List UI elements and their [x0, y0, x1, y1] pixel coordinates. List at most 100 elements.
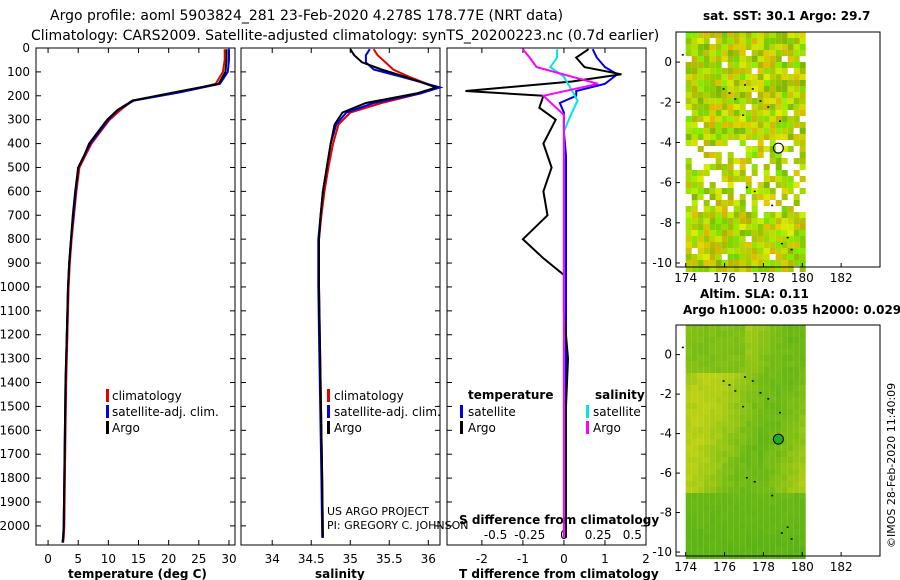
- map-cell: [793, 379, 800, 385]
- map-cell: [763, 128, 770, 134]
- map-cell: [751, 74, 758, 80]
- map-cell: [745, 242, 752, 248]
- map-cell: [757, 260, 764, 266]
- map-cell: [685, 212, 692, 218]
- map-cell: [721, 212, 728, 218]
- map-x-tick-label: 174: [674, 271, 697, 285]
- map-cell: [691, 68, 698, 74]
- map-cell: [775, 451, 782, 457]
- map-cell: [691, 409, 698, 415]
- map-cell: [799, 391, 806, 397]
- map-cell: [709, 403, 716, 409]
- map-cell: [757, 541, 764, 547]
- map-cell: [703, 421, 710, 427]
- map-cell: [709, 355, 716, 361]
- map-cell: [727, 481, 734, 487]
- map-cell: [691, 343, 698, 349]
- map-cell: [721, 397, 728, 403]
- map-cell: [751, 385, 758, 391]
- map-cell: [721, 349, 728, 355]
- map-cell: [775, 254, 782, 260]
- map-cell: [751, 200, 758, 206]
- map-cell: [793, 493, 800, 499]
- map-cell: [763, 523, 770, 529]
- sla-map-title: Altim. SLA: 0.11: [700, 287, 809, 301]
- sst-coastline: [681, 54, 793, 251]
- map-cell: [769, 385, 776, 391]
- map-cell: [739, 236, 746, 242]
- map-cell: [691, 445, 698, 451]
- map-cell: [751, 397, 758, 403]
- map-cell: [787, 547, 794, 553]
- map-cell: [727, 349, 734, 355]
- series-line-t-argo: [465, 48, 622, 538]
- map-cell: [775, 32, 782, 38]
- map-cell: [691, 367, 698, 373]
- map-cell: [709, 505, 716, 511]
- map-cell: [763, 499, 770, 505]
- map-cell: [775, 248, 782, 254]
- map-cell: [709, 260, 716, 266]
- map-cell: [769, 505, 776, 511]
- map-cell: [739, 487, 746, 493]
- map-cell: [793, 242, 800, 248]
- map-cell: [745, 158, 752, 164]
- map-cell: [709, 481, 716, 487]
- map-cell: [733, 367, 740, 373]
- map-cell: [757, 499, 764, 505]
- map-cell: [781, 547, 788, 553]
- map-cell: [793, 110, 800, 116]
- island-mark: [780, 242, 783, 245]
- map-cell: [709, 62, 716, 68]
- map-cell: [721, 505, 728, 511]
- map-cell: [751, 463, 758, 469]
- map-cell: [739, 266, 746, 272]
- map-cell: [793, 92, 800, 98]
- map-cell: [787, 475, 794, 481]
- map-cell: [697, 535, 704, 541]
- map-cell: [697, 361, 704, 367]
- map-cell: [691, 481, 698, 487]
- sst-heatmap: [685, 32, 806, 272]
- island-mark: [722, 88, 725, 90]
- map-cell: [733, 230, 740, 236]
- map-cell: [691, 391, 698, 397]
- map-cell: [697, 50, 704, 56]
- map-cell: [715, 415, 722, 421]
- sla-map-frame: [675, 324, 881, 557]
- map-cell: [685, 331, 692, 337]
- map-cell: [685, 206, 692, 212]
- map-cell: [709, 451, 716, 457]
- map-cell: [775, 266, 782, 272]
- map-cell: [751, 146, 758, 152]
- map-cell: [733, 403, 740, 409]
- map-cell: [721, 409, 728, 415]
- map-cell: [751, 415, 758, 421]
- map-cell: [715, 427, 722, 433]
- map-cell: [709, 32, 716, 38]
- map-cell: [793, 218, 800, 224]
- map-cell: [697, 385, 704, 391]
- map-cell: [685, 475, 692, 481]
- map-cell: [733, 254, 740, 260]
- map-cell: [715, 140, 722, 146]
- map-cell: [787, 535, 794, 541]
- map-cell: [799, 343, 806, 349]
- map-cell: [769, 86, 776, 92]
- map-cell: [781, 367, 788, 373]
- map-cell: [745, 152, 752, 158]
- map-cell: [793, 409, 800, 415]
- map-cell: [691, 397, 698, 403]
- map-cell: [775, 56, 782, 62]
- map-cell: [751, 122, 758, 128]
- map-cell: [769, 74, 776, 80]
- x-tick-label: 2: [642, 552, 650, 566]
- map-cell: [721, 373, 728, 379]
- map-cell: [739, 493, 746, 499]
- sla-heatmap: [685, 325, 806, 559]
- island-mark: [786, 526, 789, 528]
- map-cell: [721, 170, 728, 176]
- map-cell: [709, 499, 716, 505]
- map-cell: [781, 236, 788, 242]
- map-x-tick-label: 178: [752, 560, 775, 574]
